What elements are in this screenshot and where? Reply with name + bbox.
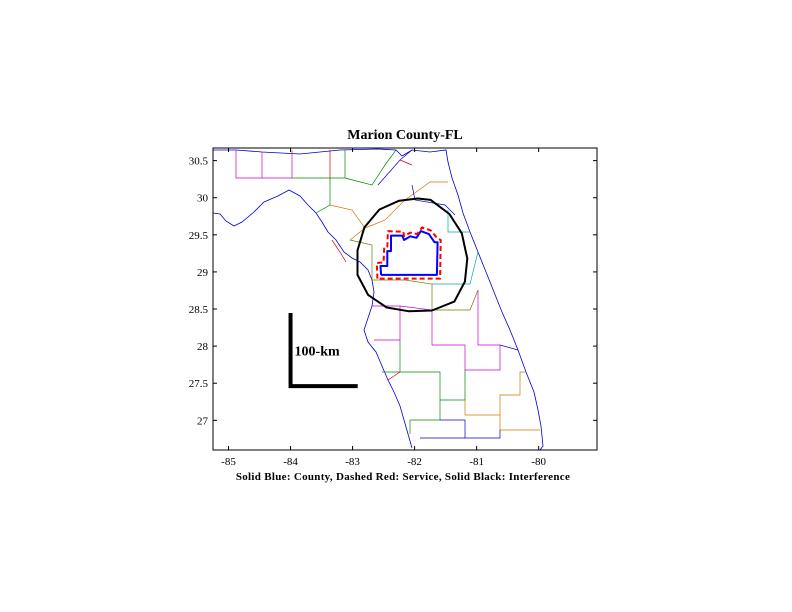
scale-bar-label: 100-km	[295, 345, 340, 360]
x-tick-label: -82	[407, 456, 422, 468]
map-boundaries	[212, 148, 544, 451]
scale-bar: 100-km	[288, 312, 358, 389]
county-lines	[235, 149, 540, 439]
x-axis: -85 -84 -83 -82 -81 -80	[221, 148, 547, 468]
y-tick-label: 30	[197, 193, 209, 205]
x-tick-label: -81	[469, 456, 484, 468]
y-tick-label: 28	[197, 341, 209, 353]
y-tick-label: 27	[197, 415, 209, 427]
y-tick-label: 29	[197, 267, 209, 279]
county-boundary	[379, 230, 439, 276]
plot-area	[213, 148, 597, 450]
x-tick-label: -85	[221, 456, 236, 468]
chart-title: Marion County-FL	[347, 128, 463, 143]
y-tick-label: 27.5	[189, 378, 209, 390]
x-tick-label: -80	[531, 456, 546, 468]
state-coastline	[212, 148, 544, 451]
y-tick-label: 30.5	[189, 156, 209, 168]
plot-frame	[212, 147, 598, 451]
y-tick-label: 29.5	[189, 230, 209, 242]
x-tick-label: -84	[283, 456, 298, 468]
y-tick-label: 28.5	[189, 304, 209, 316]
series-layer	[356, 197, 469, 313]
interference-boundary	[356, 197, 469, 313]
service-boundary	[375, 226, 442, 280]
y-axis: 27 27.5 28 28.5 29 29.5 30 30.5	[189, 156, 597, 427]
chart-caption: Solid Blue: County, Dashed Red: Service,…	[236, 471, 570, 483]
x-tick-label: -83	[345, 456, 360, 468]
scale-bar-line	[288, 312, 358, 389]
